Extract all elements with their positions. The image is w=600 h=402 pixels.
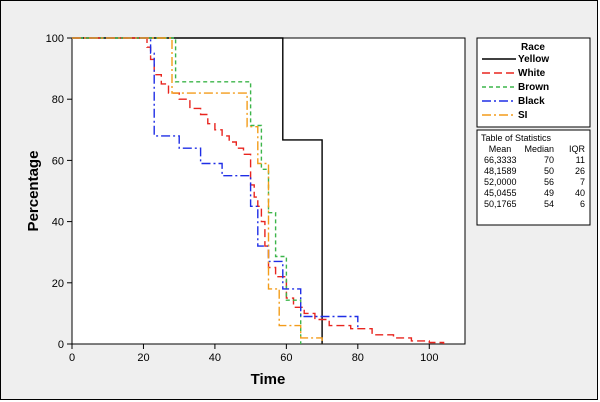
stats-table-title: Table of Statistics: [481, 133, 552, 143]
x-tick-label-40: 40: [209, 352, 221, 364]
stats-header-median: Median: [524, 144, 554, 154]
x-tick-label-0: 0: [69, 352, 75, 364]
stats-header-mean: Mean: [489, 144, 512, 154]
stats-header-iqr: IQR: [569, 144, 586, 154]
plot-area: [71, 37, 466, 345]
x-tick-label-100: 100: [420, 352, 438, 364]
stats-cell-mean: 52,0000: [484, 177, 517, 187]
series-line-brown: [72, 37, 302, 344]
x-tick-label-80: 80: [352, 352, 364, 364]
legend-label-white: White: [518, 68, 546, 79]
x-tick-label-20: 20: [137, 352, 149, 364]
y-tick-label-0: 0: [58, 339, 64, 351]
legend-label-si: SI: [518, 110, 528, 121]
stats-rows: 66,3333 70 11 48,1589 50 26 52,0000 56 7 45,0455 4…: [484, 155, 585, 209]
y-tick-label-60: 60: [52, 155, 64, 167]
legend-box: Race Yellow White Brown Black SI: [476, 37, 591, 128]
x-axis-title: Time: [251, 371, 286, 388]
stats-cell-mean: 66,3333: [484, 155, 517, 165]
y-tick-label-100: 100: [46, 33, 64, 45]
stats-cell-median: 56: [544, 177, 554, 187]
y-tick-label-20: 20: [52, 278, 64, 290]
stats-cell-median: 70: [544, 155, 554, 165]
stats-cell-mean: 50,1765: [484, 199, 517, 209]
y-tick-label-40: 40: [52, 217, 64, 229]
legend-title: Race: [521, 42, 545, 53]
legend-label-black: Black: [518, 96, 545, 107]
y-axis-title: Percentage: [25, 151, 42, 232]
stats-cell-mean: 48,1589: [484, 166, 517, 176]
stats-cell-iqr: 6: [580, 199, 585, 209]
series-line-yellow: [72, 37, 323, 344]
legend-label-yellow: Yellow: [518, 54, 549, 65]
legend-label-brown: Brown: [518, 82, 549, 93]
x-tick-label-60: 60: [280, 352, 292, 364]
axis-layer: 0 20 40 60 80 100 0 20 40 60 80 100: [46, 33, 439, 364]
stats-table: Table of Statistics Mean Median IQR 66,3…: [476, 129, 591, 226]
stats-cell-median: 54: [544, 199, 554, 209]
stats-cell-median: 50: [544, 166, 554, 176]
stats-cell-mean: 45,0455: [484, 188, 517, 198]
stats-cell-iqr: 7: [580, 177, 585, 187]
series-line-black: [72, 37, 359, 331]
stats-table-frame: [476, 129, 591, 226]
stats-cell-iqr: 26: [575, 166, 585, 176]
stats-cell-median: 49: [544, 188, 554, 198]
legend-frame: [476, 37, 591, 128]
series-line-si: [72, 37, 323, 344]
stats-cell-iqr: 11: [576, 155, 585, 165]
stats-cell-iqr: 40: [575, 188, 585, 198]
series-layer: [72, 37, 445, 344]
y-tick-label-80: 80: [52, 94, 64, 106]
legend-items: Yellow White Brown Black SI: [482, 54, 549, 121]
